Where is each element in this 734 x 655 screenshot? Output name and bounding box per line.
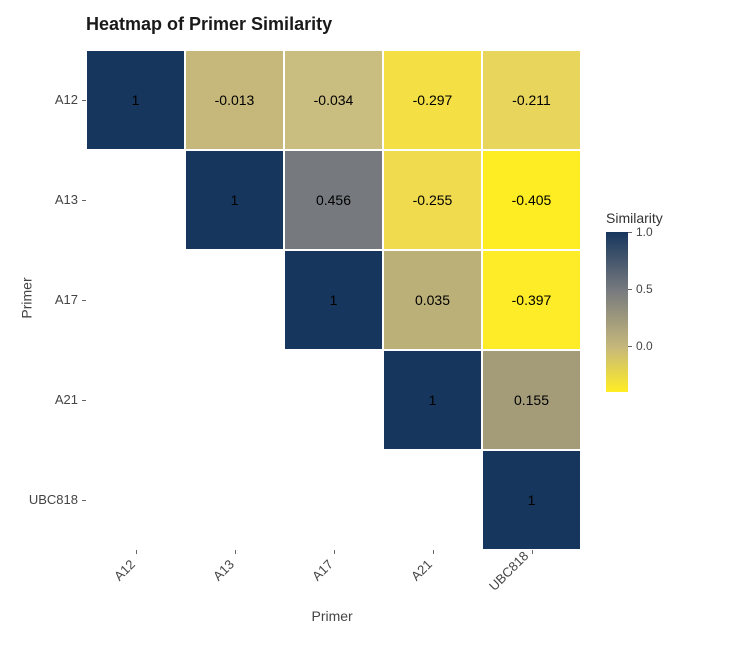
- x-tick-mark: [334, 550, 335, 554]
- heatmap-cell-label: -0.211: [512, 92, 551, 108]
- legend-tick-line: [628, 346, 632, 347]
- y-tick-mark: [82, 300, 86, 301]
- x-tick-label: A17: [309, 556, 336, 583]
- heatmap-cell: 1: [185, 150, 284, 250]
- x-tick-mark: [235, 550, 236, 554]
- chart-title: Heatmap of Primer Similarity: [86, 14, 332, 35]
- heatmap-cell-label: 1: [231, 192, 239, 208]
- heatmap-cell: 0.155: [482, 350, 581, 450]
- x-tick-mark: [136, 550, 137, 554]
- heatmap-cell: -0.013: [185, 50, 284, 150]
- y-tick-label: UBC818: [18, 492, 78, 507]
- y-tick-mark: [82, 400, 86, 401]
- heatmap-cell-label: 1: [330, 292, 338, 308]
- y-tick-mark: [82, 500, 86, 501]
- y-tick-mark: [82, 200, 86, 201]
- heatmap-cell-label: 1: [132, 92, 140, 108]
- y-tick-label: A12: [18, 92, 78, 107]
- x-axis-label: Primer: [312, 608, 353, 624]
- legend-tick-label: 0.0: [636, 339, 653, 353]
- x-tick-mark: [532, 550, 533, 554]
- heatmap-cell-label: 0.456: [316, 192, 351, 208]
- heatmap-cell: 0.035: [383, 250, 482, 350]
- x-tick-label: A12: [111, 556, 138, 583]
- y-tick-label: A17: [18, 292, 78, 307]
- legend-colorbar: 1.00.50.0: [606, 232, 628, 392]
- x-tick-label: A13: [210, 556, 237, 583]
- y-tick-label: A21: [18, 392, 78, 407]
- x-tick-label: A21: [408, 556, 435, 583]
- y-tick-mark: [82, 100, 86, 101]
- heatmap-cell: -0.405: [482, 150, 581, 250]
- y-tick-label: A13: [18, 192, 78, 207]
- heatmap-cell: -0.397: [482, 250, 581, 350]
- heatmap-cell-label: -0.405: [512, 192, 552, 208]
- heatmap-cell: 1: [86, 50, 185, 150]
- legend-tick-line: [628, 289, 632, 290]
- heatmap-cell-label: 0.035: [415, 292, 450, 308]
- heatmap-cell-label: -0.255: [413, 192, 453, 208]
- heatmap-cell-label: 1: [429, 392, 437, 408]
- x-tick-label: UBC818: [486, 548, 531, 593]
- heatmap-cell: 1: [482, 450, 581, 550]
- heatmap-cell: 0.456: [284, 150, 383, 250]
- legend-tick-label: 0.5: [636, 282, 653, 296]
- heatmap-cell: -0.211: [482, 50, 581, 150]
- legend-tick-label: 1.0: [636, 225, 653, 239]
- legend: Similarity 1.00.50.0: [606, 210, 663, 392]
- heatmap-cell-label: 1: [528, 492, 536, 508]
- legend-tick-line: [628, 232, 632, 233]
- heatmap-cell: -0.034: [284, 50, 383, 150]
- chart-container: Heatmap of Primer Similarity Primer 1 -0.…: [0, 0, 734, 655]
- heatmap-cell: -0.255: [383, 150, 482, 250]
- x-tick-mark: [433, 550, 434, 554]
- heatmap-cell-label: -0.397: [512, 292, 552, 308]
- heatmap-cell-label: -0.013: [215, 92, 255, 108]
- heatmap-cell: 1: [284, 250, 383, 350]
- heatmap-cell-label: 0.155: [514, 392, 549, 408]
- heatmap-cell-label: -0.297: [413, 92, 453, 108]
- heatmap-cell: 1: [383, 350, 482, 450]
- heatmap-cell-label: -0.034: [314, 92, 354, 108]
- legend-title: Similarity: [606, 210, 663, 226]
- heatmap-plot-area: 1 -0.013 -0.034 -0.297 -0.211 1 0.456 -0.255 -0.…: [86, 50, 581, 550]
- heatmap-cell: -0.297: [383, 50, 482, 150]
